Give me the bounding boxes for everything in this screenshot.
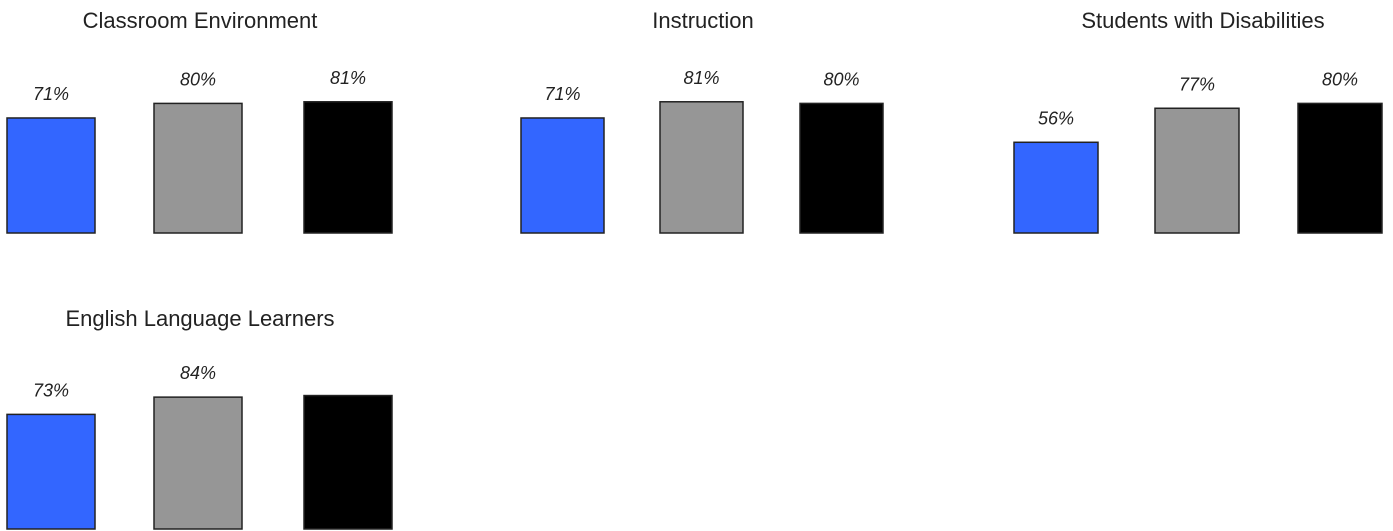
- bar-1: [6, 117, 96, 234]
- bar-3: [799, 102, 884, 234]
- panel-instruction: Instruction 71% 81% 80%: [520, 8, 884, 234]
- panel-title: Students with Disabilities: [1081, 8, 1324, 33]
- bar-2: [153, 396, 243, 530]
- panel-title: English Language Learners: [65, 306, 334, 331]
- bar-2: [153, 102, 243, 234]
- bar-2: [1154, 107, 1240, 234]
- bar-value-label: 80%: [180, 69, 216, 89]
- bar-value-label: 81%: [330, 68, 366, 88]
- bar-value-label: 71%: [33, 84, 69, 104]
- bar-3: [303, 394, 393, 530]
- bar-3: [303, 101, 393, 234]
- bar-1: [1013, 141, 1099, 234]
- bar-value-label: 77%: [1179, 74, 1215, 94]
- bar-value-label: 73%: [33, 380, 69, 400]
- bar-value-label: 71%: [544, 84, 580, 104]
- bar-value-label: 81%: [683, 68, 719, 88]
- bar-1: [520, 117, 605, 234]
- bar-3: [1297, 102, 1383, 234]
- panel-students-with-disabilities: Students with Disabilities 56% 77% 80%: [1013, 8, 1383, 234]
- bar-1: [6, 413, 96, 530]
- panel-english-language-learners: English Language Learners 73% 84%: [6, 306, 393, 530]
- panel-classroom-environment: Classroom Environment 71% 80% 81%: [6, 8, 393, 234]
- bar-2: [659, 101, 744, 234]
- bar-value-label: 56%: [1038, 108, 1074, 128]
- panel-title: Classroom Environment: [83, 8, 318, 33]
- bar-value-label: 84%: [180, 363, 216, 383]
- bar-value-label: 80%: [1322, 69, 1358, 89]
- panel-title: Instruction: [652, 8, 754, 33]
- bar-value-label: 80%: [823, 69, 859, 89]
